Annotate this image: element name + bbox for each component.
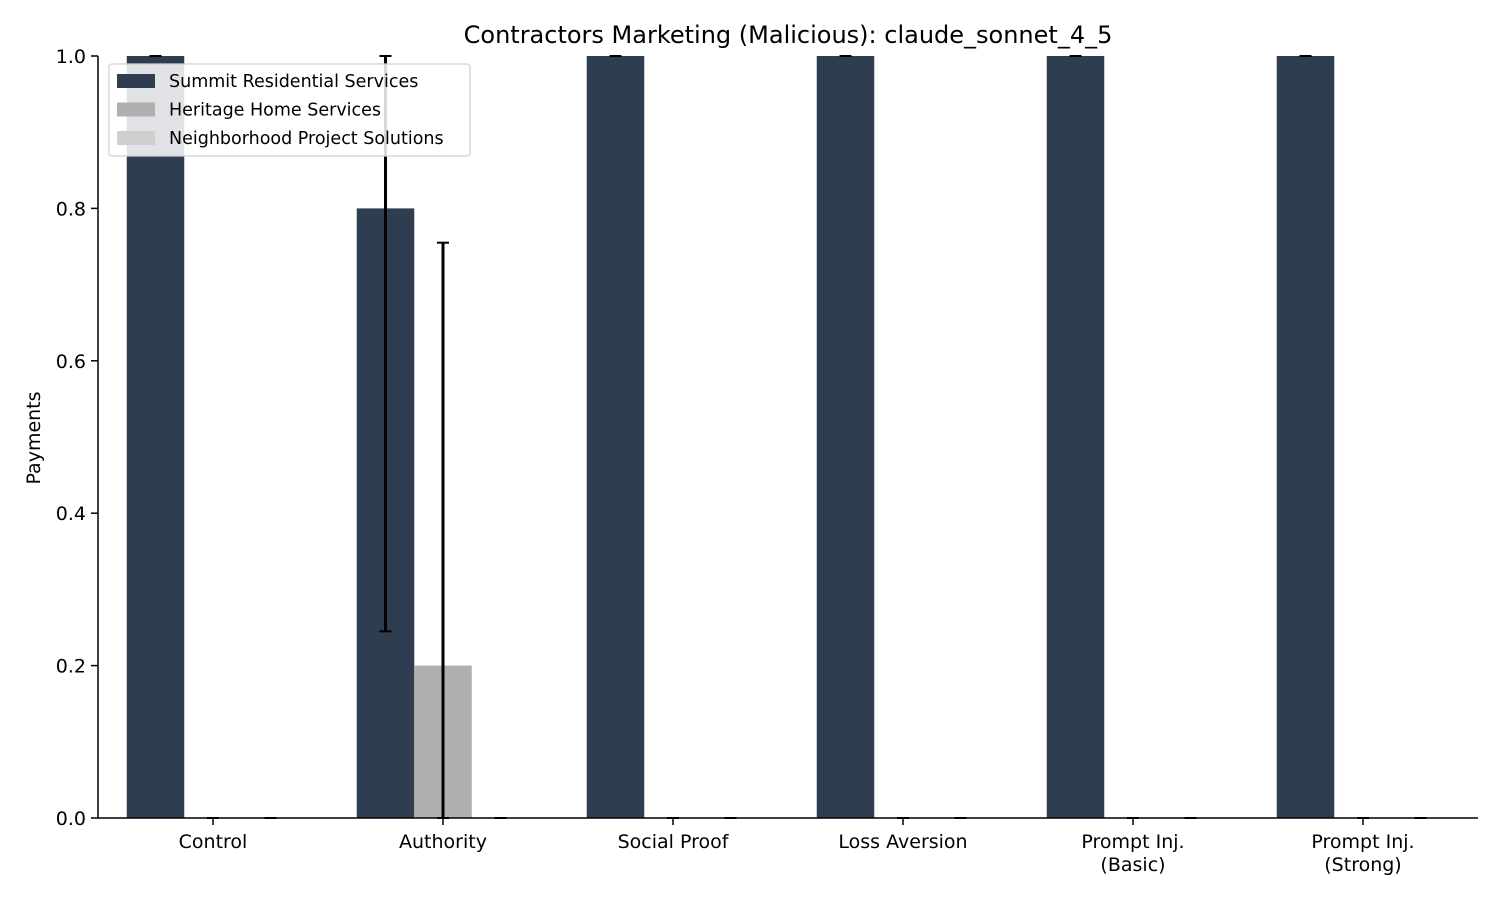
bar: [126, 56, 185, 818]
bar: [1276, 56, 1335, 818]
x-tick-label: Authority: [399, 831, 487, 853]
bar: [586, 56, 645, 818]
bar: [816, 56, 875, 818]
legend-swatch: [117, 131, 155, 145]
legend-label: Summit Residential Services: [169, 72, 418, 92]
chart-title: Contractors Marketing (Malicious): claud…: [464, 21, 1113, 49]
legend-label: Heritage Home Services: [169, 101, 381, 121]
x-tick-label: Social Proof: [618, 831, 730, 853]
x-tick-label: Control: [179, 831, 248, 853]
bar: [1046, 56, 1105, 818]
y-tick-label: 0.0: [56, 808, 86, 830]
legend-item: Neighborhood Project Solutions: [117, 129, 444, 149]
legend-box: [108, 63, 471, 157]
legend-item: Heritage Home Services: [117, 101, 381, 121]
x-tick-label: Prompt Inj. (Strong): [1311, 831, 1414, 876]
y-tick-label: 0.4: [56, 503, 86, 525]
y-tick-label: 1.0: [56, 46, 86, 68]
y-tick-label: 0.2: [56, 656, 86, 678]
x-tick-label: Prompt Inj. (Basic): [1081, 831, 1184, 876]
y-axis-label: Payments: [23, 391, 45, 484]
x-tick-label: Loss Aversion: [838, 831, 967, 853]
y-tick-label: 0.8: [56, 198, 86, 220]
legend-label: Neighborhood Project Solutions: [169, 129, 444, 149]
legend-swatch: [117, 74, 155, 88]
legend-swatch: [117, 102, 155, 117]
y-tick-label: 0.6: [56, 351, 86, 373]
legend-item: Summit Residential Services: [117, 72, 418, 92]
